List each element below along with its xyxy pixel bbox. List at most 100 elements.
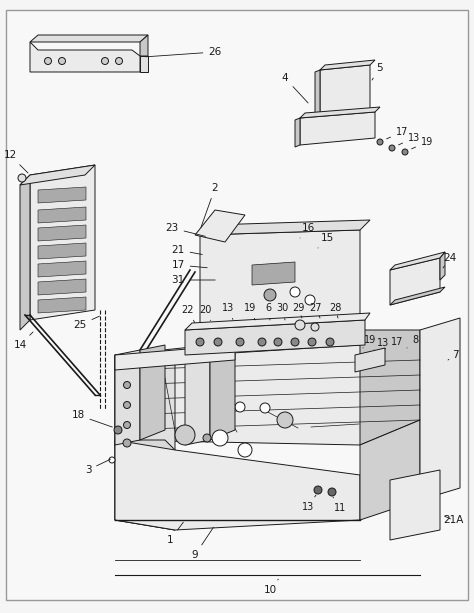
- Text: 25: 25: [73, 316, 100, 330]
- Circle shape: [264, 289, 276, 301]
- Polygon shape: [115, 440, 175, 530]
- Circle shape: [208, 398, 222, 412]
- Text: 30: 30: [276, 303, 288, 320]
- Polygon shape: [6, 10, 468, 600]
- Text: 31: 31: [172, 275, 215, 285]
- Text: 7: 7: [448, 350, 458, 360]
- Circle shape: [258, 338, 266, 346]
- Polygon shape: [320, 65, 370, 120]
- Polygon shape: [115, 350, 140, 445]
- Polygon shape: [20, 175, 30, 330]
- Polygon shape: [320, 60, 375, 70]
- Circle shape: [238, 443, 252, 457]
- Circle shape: [314, 486, 322, 494]
- Circle shape: [326, 338, 334, 346]
- Polygon shape: [440, 252, 445, 280]
- Text: 17: 17: [172, 260, 207, 270]
- Polygon shape: [115, 345, 235, 370]
- Polygon shape: [30, 42, 140, 72]
- Polygon shape: [38, 297, 86, 313]
- Circle shape: [45, 58, 52, 64]
- Circle shape: [236, 338, 244, 346]
- Circle shape: [290, 287, 300, 297]
- Text: 13: 13: [374, 338, 389, 350]
- Polygon shape: [38, 207, 86, 223]
- Text: 14: 14: [13, 332, 33, 350]
- Text: 4: 4: [282, 73, 308, 103]
- Text: 6: 6: [265, 303, 271, 320]
- Text: 29: 29: [292, 303, 304, 318]
- Circle shape: [274, 338, 282, 346]
- Polygon shape: [210, 345, 235, 440]
- Text: 20: 20: [199, 305, 211, 321]
- Text: 9: 9: [191, 527, 213, 560]
- Polygon shape: [295, 118, 300, 147]
- Circle shape: [308, 338, 316, 346]
- Circle shape: [402, 149, 408, 155]
- Circle shape: [214, 338, 222, 346]
- Polygon shape: [140, 345, 165, 440]
- Text: 18: 18: [72, 410, 112, 427]
- Polygon shape: [200, 230, 360, 355]
- Circle shape: [235, 402, 245, 412]
- Text: 17: 17: [386, 127, 408, 139]
- Polygon shape: [38, 279, 86, 295]
- Polygon shape: [115, 355, 175, 530]
- Text: 8: 8: [407, 335, 418, 348]
- Text: 17: 17: [385, 337, 403, 349]
- Text: 1: 1: [167, 522, 183, 545]
- Polygon shape: [420, 318, 460, 500]
- Polygon shape: [115, 440, 360, 530]
- Circle shape: [124, 402, 130, 408]
- Circle shape: [359, 360, 365, 366]
- Circle shape: [101, 58, 109, 64]
- Polygon shape: [185, 350, 210, 445]
- Text: 24: 24: [443, 253, 456, 268]
- Polygon shape: [360, 420, 420, 520]
- Circle shape: [260, 403, 270, 413]
- Text: 13: 13: [222, 303, 234, 319]
- Polygon shape: [38, 225, 86, 241]
- Circle shape: [212, 430, 228, 446]
- Circle shape: [124, 381, 130, 389]
- Text: 19: 19: [411, 137, 433, 149]
- Polygon shape: [195, 210, 245, 242]
- Polygon shape: [38, 243, 86, 259]
- Circle shape: [18, 174, 26, 182]
- Circle shape: [311, 323, 319, 331]
- Circle shape: [109, 457, 115, 463]
- Polygon shape: [390, 287, 445, 305]
- Circle shape: [175, 425, 195, 445]
- Text: 26: 26: [146, 47, 222, 57]
- Polygon shape: [140, 56, 148, 72]
- Text: 2: 2: [201, 183, 219, 227]
- Polygon shape: [252, 262, 295, 285]
- Text: 10: 10: [264, 579, 278, 595]
- Text: 3: 3: [85, 459, 110, 475]
- Text: 13: 13: [399, 133, 420, 145]
- Text: 11: 11: [333, 497, 346, 513]
- Text: 13: 13: [302, 495, 316, 512]
- Polygon shape: [30, 165, 95, 320]
- Circle shape: [277, 412, 293, 428]
- Polygon shape: [390, 252, 445, 270]
- Text: 28: 28: [329, 303, 341, 318]
- Polygon shape: [185, 313, 370, 330]
- Circle shape: [124, 362, 130, 368]
- Circle shape: [389, 145, 395, 151]
- Polygon shape: [315, 70, 320, 122]
- Polygon shape: [300, 112, 375, 145]
- Polygon shape: [360, 330, 420, 445]
- Circle shape: [377, 139, 383, 145]
- Text: 15: 15: [318, 233, 334, 248]
- Text: 19: 19: [244, 303, 256, 320]
- Polygon shape: [390, 258, 440, 305]
- Circle shape: [328, 488, 336, 496]
- Polygon shape: [38, 261, 86, 277]
- Polygon shape: [200, 220, 370, 235]
- Circle shape: [123, 439, 131, 447]
- Text: 22: 22: [182, 305, 195, 322]
- Polygon shape: [115, 330, 420, 445]
- Text: 12: 12: [3, 150, 28, 173]
- Text: 21A: 21A: [443, 515, 463, 525]
